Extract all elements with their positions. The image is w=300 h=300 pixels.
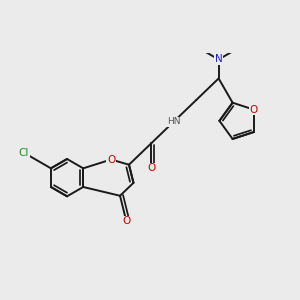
Text: O: O bbox=[107, 154, 115, 164]
Text: HN: HN bbox=[167, 117, 181, 126]
Text: Cl: Cl bbox=[19, 148, 29, 158]
Text: O: O bbox=[147, 163, 155, 173]
Text: O: O bbox=[250, 105, 258, 115]
Text: O: O bbox=[122, 216, 130, 226]
Text: N: N bbox=[215, 55, 223, 64]
